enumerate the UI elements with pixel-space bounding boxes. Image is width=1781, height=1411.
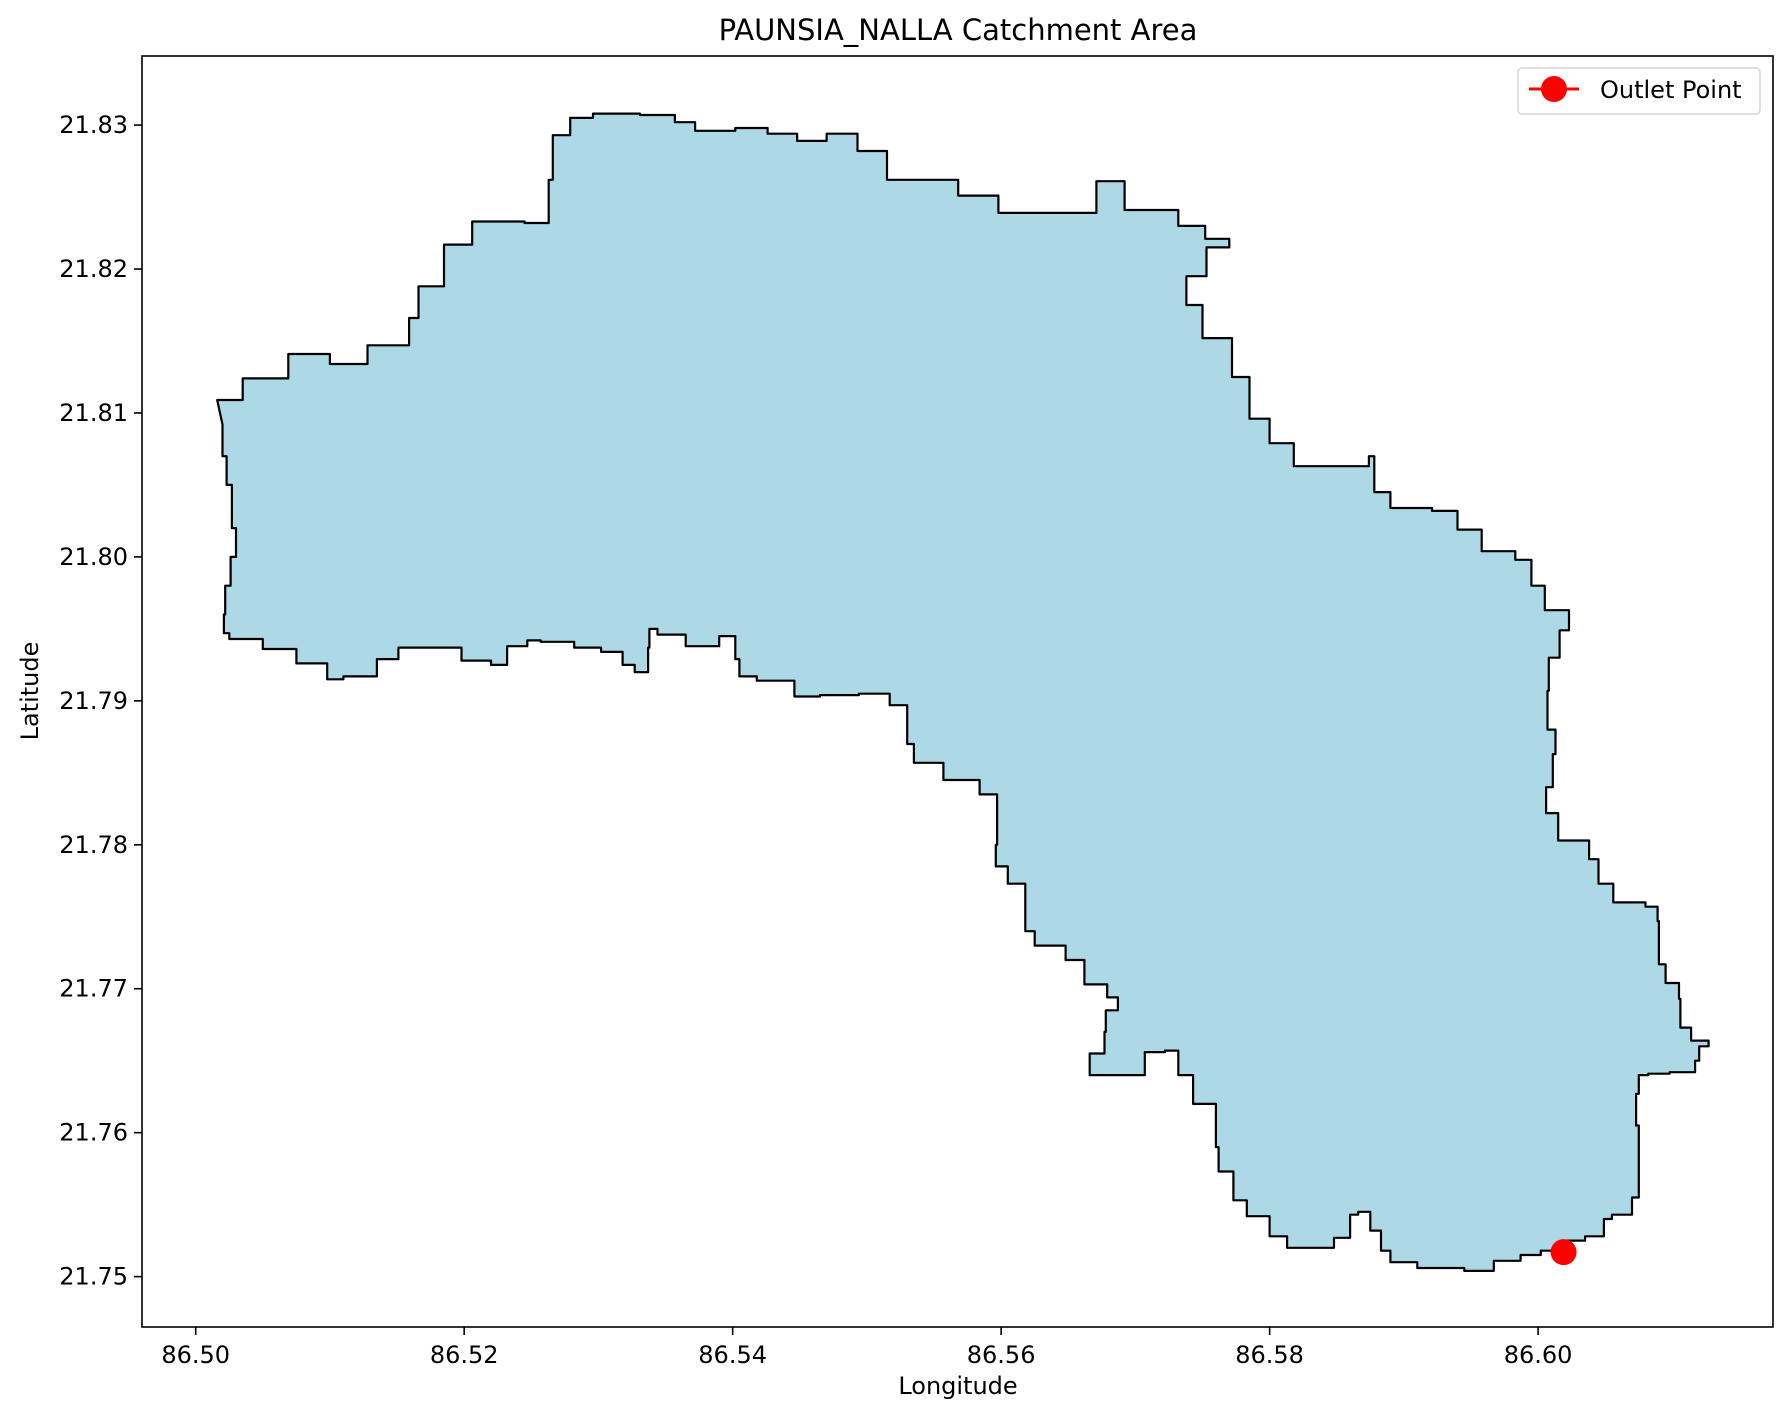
chart-title: PAUNSIA_NALLA Catchment Area <box>719 13 1198 47</box>
legend-marker-swatch <box>1541 76 1567 102</box>
y-tick-label: 21.78 <box>59 831 128 859</box>
x-tick-label: 86.52 <box>430 1341 499 1369</box>
y-tick-label: 21.81 <box>59 399 128 427</box>
x-axis-title: Longitude <box>898 1372 1017 1400</box>
x-tick-label: 86.60 <box>1504 1341 1573 1369</box>
outlet-point-marker <box>1550 1239 1577 1266</box>
y-tick-label: 21.80 <box>59 543 128 571</box>
x-tick-label: 86.56 <box>967 1341 1036 1369</box>
y-tick-label: 21.79 <box>59 687 128 715</box>
y-tick-label: 21.76 <box>59 1119 128 1147</box>
axes-frame <box>141 55 1774 1328</box>
legend: Outlet Point <box>1517 67 1761 115</box>
legend-box <box>1517 67 1761 115</box>
x-tick-label: 86.54 <box>698 1341 767 1369</box>
x-tick-label: 86.58 <box>1235 1341 1304 1369</box>
plot-area <box>216 112 1710 1272</box>
y-tick-label: 21.77 <box>59 975 128 1003</box>
y-tick-label: 21.83 <box>59 111 128 139</box>
x-tick-label: 86.50 <box>161 1341 230 1369</box>
legend-label-outlet-point: Outlet Point <box>1600 76 1742 104</box>
y-axis-ticks: 21.75 21.76 21.77 21.78 21.79 21.80 21.81 21.82… <box>59 111 142 1291</box>
y-axis-title: Latitude <box>16 642 44 741</box>
y-tick-label: 21.75 <box>59 1263 128 1291</box>
x-axis-ticks: 86.50 86.52 86.54 86.56 86.58 86.60 <box>161 1327 1572 1369</box>
catchment-polygon <box>216 112 1710 1272</box>
y-tick-label: 21.82 <box>59 255 128 283</box>
